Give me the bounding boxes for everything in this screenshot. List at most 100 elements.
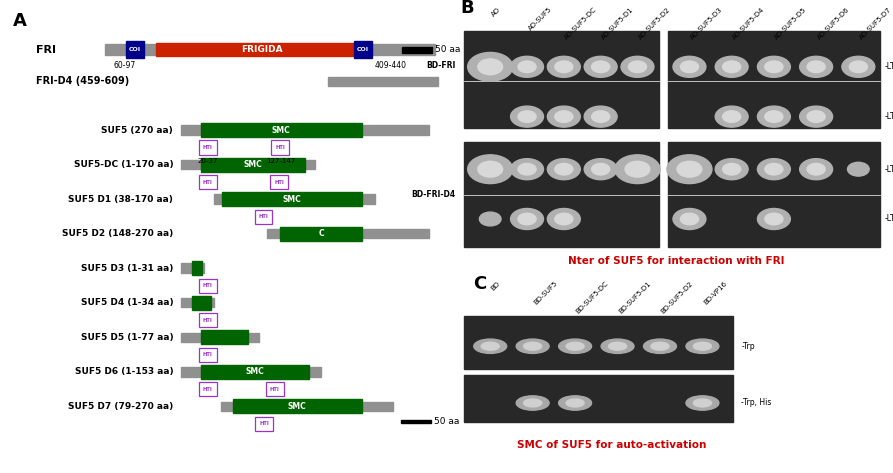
Text: SUF5-DC (1-170 aa): SUF5-DC (1-170 aa) bbox=[73, 160, 173, 169]
Circle shape bbox=[555, 111, 573, 123]
Text: 50 aa: 50 aa bbox=[434, 417, 459, 426]
Circle shape bbox=[566, 399, 584, 407]
Circle shape bbox=[511, 158, 544, 180]
Circle shape bbox=[651, 342, 669, 350]
Circle shape bbox=[680, 213, 698, 225]
Text: AD-SUF5-D2: AD-SUF5-D2 bbox=[638, 6, 672, 40]
Text: FRI-D4 (459-609): FRI-D4 (459-609) bbox=[36, 76, 129, 87]
Bar bbox=[267, 229, 429, 238]
Bar bbox=[201, 123, 362, 137]
Circle shape bbox=[511, 56, 544, 77]
Bar bbox=[180, 160, 315, 169]
Circle shape bbox=[518, 163, 536, 175]
Circle shape bbox=[686, 396, 719, 410]
Circle shape bbox=[673, 56, 705, 77]
Circle shape bbox=[842, 56, 875, 77]
Text: -LT: -LT bbox=[884, 165, 893, 174]
Bar bbox=[255, 210, 272, 224]
Bar bbox=[401, 420, 431, 423]
Circle shape bbox=[591, 111, 610, 123]
Text: HTI: HTI bbox=[203, 180, 213, 184]
Bar bbox=[464, 141, 659, 247]
Text: SUF5 (270 aa): SUF5 (270 aa) bbox=[102, 125, 173, 135]
Circle shape bbox=[799, 56, 832, 77]
Bar bbox=[464, 31, 659, 128]
Bar bbox=[156, 43, 366, 56]
Circle shape bbox=[807, 111, 825, 123]
Bar bbox=[464, 375, 733, 422]
Text: AD-SUF5-D1: AD-SUF5-D1 bbox=[601, 6, 635, 40]
Bar bbox=[233, 399, 362, 413]
Text: BD: BD bbox=[490, 280, 502, 291]
Bar bbox=[201, 365, 309, 379]
Text: -LTHA: -LTHA bbox=[884, 214, 893, 224]
Bar bbox=[201, 330, 248, 344]
Circle shape bbox=[621, 56, 654, 77]
Bar bbox=[126, 41, 144, 58]
Text: BD-SUF5-DC: BD-SUF5-DC bbox=[575, 280, 610, 315]
Circle shape bbox=[764, 213, 783, 225]
Text: BD-FRI-D4: BD-FRI-D4 bbox=[412, 190, 455, 199]
Circle shape bbox=[757, 158, 790, 180]
Bar bbox=[180, 125, 429, 135]
Circle shape bbox=[559, 396, 591, 410]
Circle shape bbox=[615, 155, 660, 184]
Circle shape bbox=[715, 106, 748, 127]
Text: COI: COI bbox=[129, 47, 141, 52]
Text: -Trp: -Trp bbox=[741, 342, 755, 351]
Bar bbox=[402, 47, 432, 53]
Text: HTI: HTI bbox=[259, 421, 270, 426]
Circle shape bbox=[591, 61, 610, 72]
Bar bbox=[255, 417, 273, 431]
Circle shape bbox=[764, 61, 783, 72]
Bar bbox=[214, 194, 375, 204]
Circle shape bbox=[764, 163, 783, 175]
Circle shape bbox=[601, 339, 634, 353]
Circle shape bbox=[799, 158, 832, 180]
Bar bbox=[270, 175, 288, 189]
Circle shape bbox=[516, 396, 549, 410]
Text: BD-SUF5: BD-SUF5 bbox=[532, 280, 558, 306]
Bar bbox=[280, 227, 362, 241]
Circle shape bbox=[478, 59, 503, 75]
Text: 50 aa: 50 aa bbox=[435, 45, 460, 54]
Text: AD-SUF5-DC: AD-SUF5-DC bbox=[563, 6, 598, 41]
Bar bbox=[668, 31, 880, 128]
Bar bbox=[180, 263, 204, 273]
Circle shape bbox=[481, 342, 499, 350]
Text: SUF5 D7 (79-270 aa): SUF5 D7 (79-270 aa) bbox=[68, 402, 173, 411]
Text: HTI: HTI bbox=[275, 145, 286, 150]
Circle shape bbox=[764, 111, 783, 123]
Bar bbox=[271, 140, 289, 155]
Circle shape bbox=[511, 209, 544, 229]
Text: HTI: HTI bbox=[274, 180, 284, 184]
Circle shape bbox=[518, 61, 536, 72]
Circle shape bbox=[555, 61, 573, 72]
Circle shape bbox=[807, 163, 825, 175]
Circle shape bbox=[523, 399, 542, 407]
Text: AD-SUF5-D3: AD-SUF5-D3 bbox=[689, 6, 724, 40]
Circle shape bbox=[584, 56, 617, 77]
Text: FRIGIDA: FRIGIDA bbox=[241, 45, 283, 54]
Text: SMC: SMC bbox=[246, 367, 264, 377]
Bar bbox=[221, 402, 393, 411]
Circle shape bbox=[547, 158, 580, 180]
Circle shape bbox=[480, 212, 501, 226]
Text: -Trp, His: -Trp, His bbox=[741, 398, 772, 408]
Bar bbox=[201, 158, 305, 172]
Bar bbox=[198, 313, 216, 327]
Circle shape bbox=[468, 53, 513, 81]
Bar bbox=[265, 382, 283, 396]
Text: BD-SUF5-D1: BD-SUF5-D1 bbox=[618, 280, 652, 315]
Circle shape bbox=[757, 56, 790, 77]
Circle shape bbox=[547, 56, 580, 77]
Text: HTI: HTI bbox=[203, 145, 213, 150]
Text: BD-VP16: BD-VP16 bbox=[703, 280, 728, 306]
Circle shape bbox=[591, 163, 610, 175]
Bar bbox=[668, 141, 880, 247]
Text: HTI: HTI bbox=[258, 214, 269, 219]
Bar bbox=[180, 367, 321, 377]
Circle shape bbox=[715, 158, 748, 180]
Text: 60-97: 60-97 bbox=[114, 61, 136, 70]
Circle shape bbox=[673, 209, 705, 229]
